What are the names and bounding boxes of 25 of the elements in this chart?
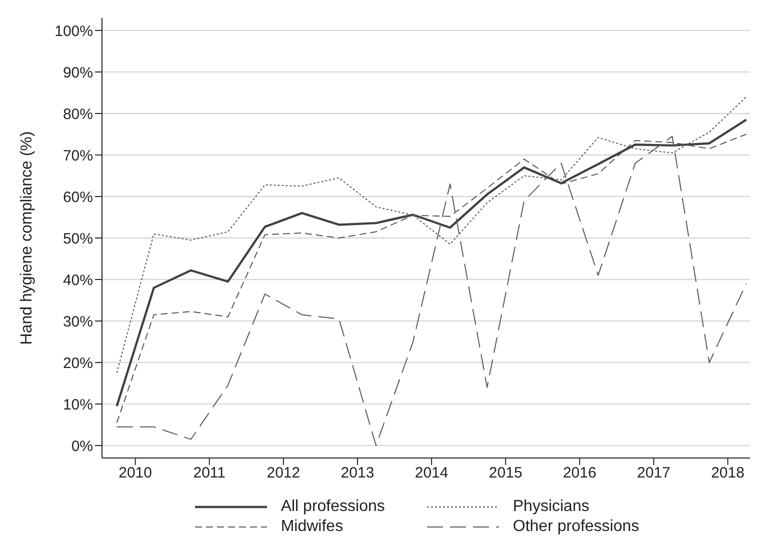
y-tick-label: 10% (62, 396, 93, 414)
legend-label: Midwifes (280, 518, 344, 536)
y-tick-label: 60% (62, 188, 93, 206)
y-tick-label: 90% (62, 64, 93, 82)
y-tick-label: 80% (62, 106, 93, 123)
x-tick-label: 2014 (414, 464, 448, 482)
legend-label: All professions (280, 498, 385, 516)
y-tick-label: 70% (62, 147, 93, 164)
y-tick-label: 40% (62, 272, 93, 289)
x-tick-label: 2012 (266, 464, 300, 482)
y-tick-label: 20% (62, 354, 93, 372)
x-tick-label: 2011 (193, 464, 226, 482)
legend-label: Physicians (512, 498, 590, 516)
y-tick-label: 30% (62, 313, 93, 330)
x-tick-label: 2017 (637, 464, 670, 482)
y-tick-label: 100% (54, 22, 93, 40)
x-tick-label: 2016 (562, 464, 596, 482)
x-tick-label: 2015 (488, 464, 522, 482)
y-tick-label: 0% (71, 438, 93, 455)
x-tick-label: 2013 (340, 464, 374, 482)
legend-label: Other professions (512, 518, 640, 536)
x-tick-label: 2018 (711, 464, 744, 482)
y-tick-label: 50% (62, 230, 93, 248)
y-axis-title: Hand hygiene compliance (%) (18, 131, 36, 345)
x-tick-label: 2010 (118, 464, 152, 482)
